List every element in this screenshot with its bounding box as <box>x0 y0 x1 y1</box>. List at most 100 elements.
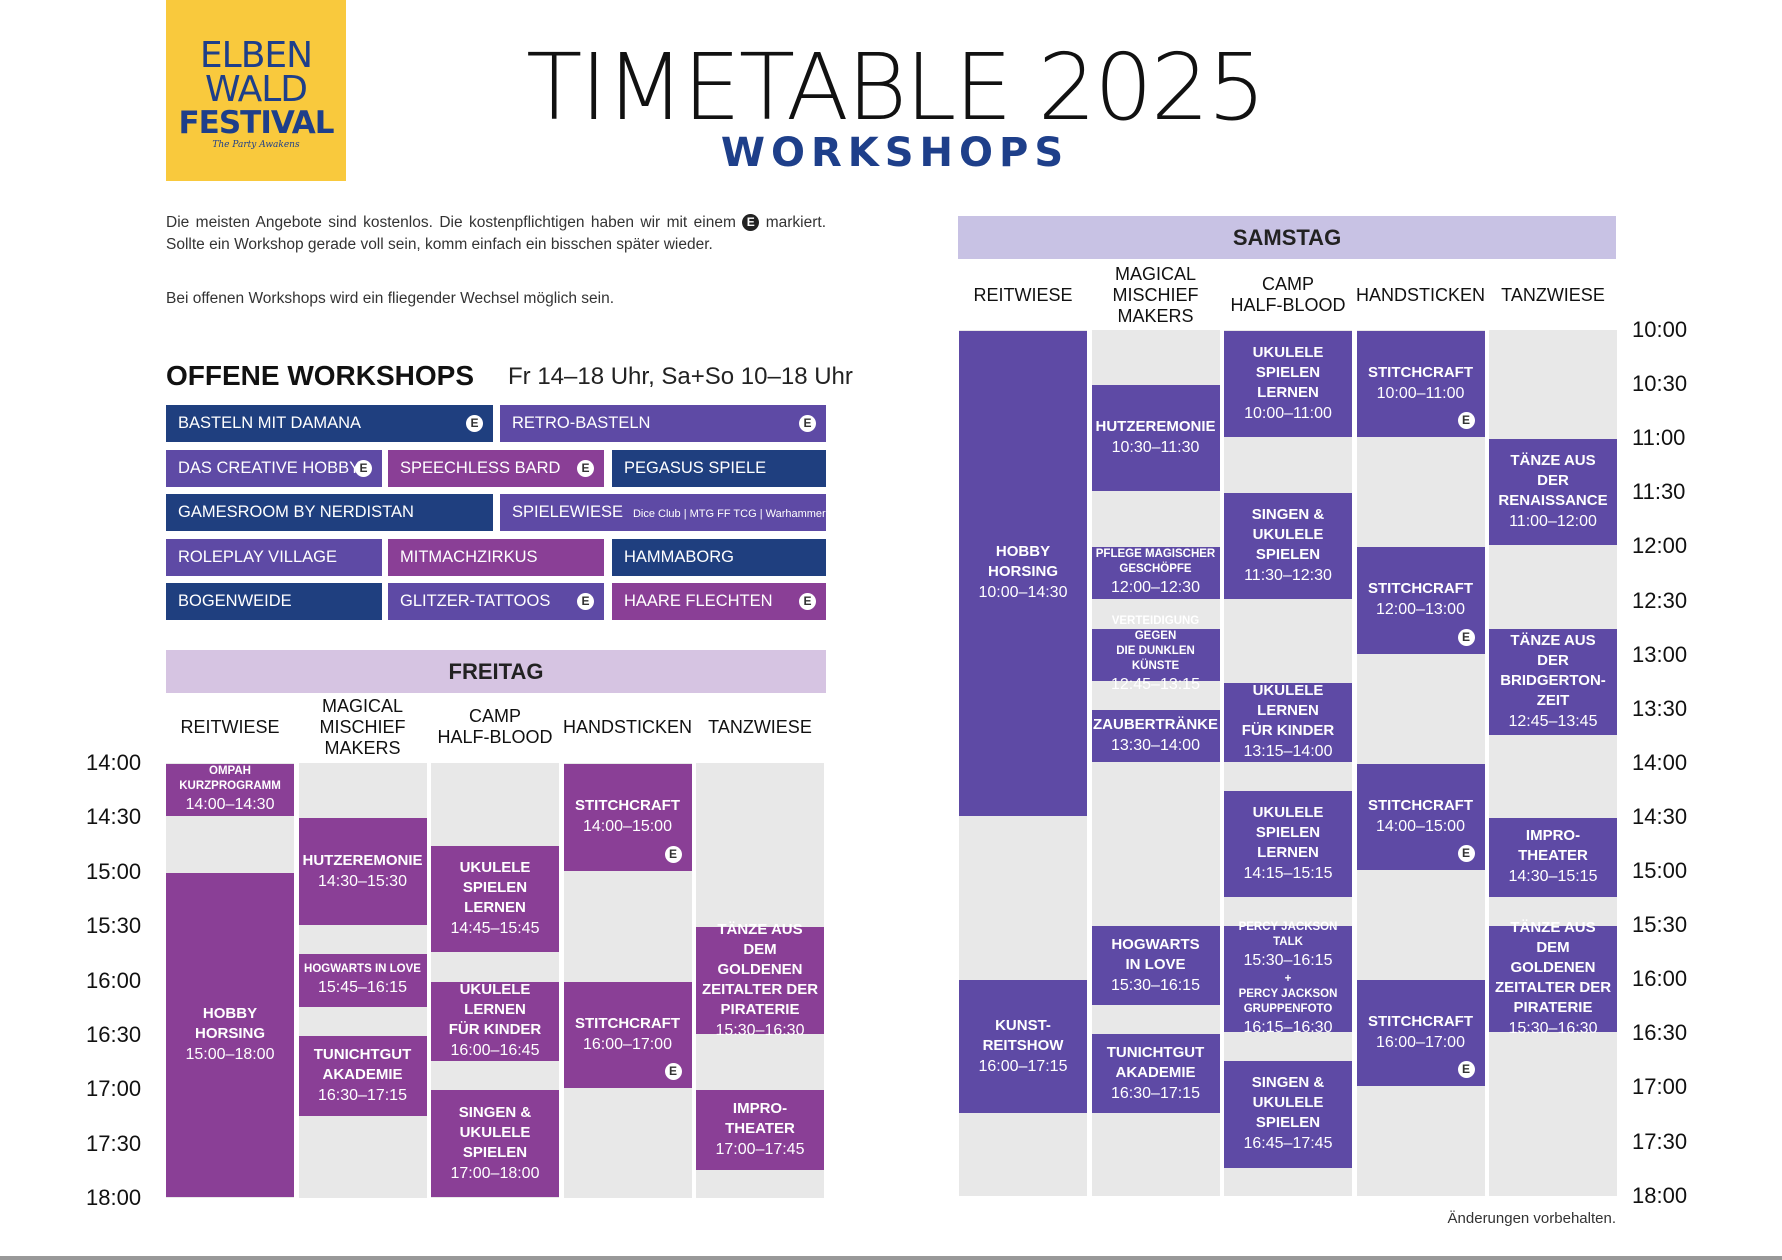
paid-badge-icon: E <box>664 845 682 863</box>
schedule-event[interactable]: UKULELE LERNEN FÜR KINDER 13:15–14:00 <box>1224 682 1352 762</box>
event-title: STITCHCRAFT <box>1368 1013 1473 1031</box>
schedule-event[interactable]: TÄNZE AUS DER RENAISSANCE 11:00–12:00 <box>1489 439 1617 546</box>
schedule-event[interactable]: PERCY JACKSON TALK 15:30–16:15 + PERCY JAC… <box>1224 921 1352 1036</box>
time-label: 12:30 <box>1632 587 1688 613</box>
paid-badge-icon: E <box>799 415 816 432</box>
time-label: 14:30 <box>1632 803 1688 829</box>
schedule-event[interactable]: STITCHCRAFT 14:00–15:00 E <box>563 764 692 871</box>
schedule-event[interactable]: UKULELE SPIELEN LERNEN 10:00–11:00 <box>1224 331 1352 438</box>
event-time: 15:30–16:30 <box>1508 1020 1598 1038</box>
open-workshop-item[interactable]: SPEECHLESS BARD E <box>388 450 604 487</box>
schedule-event[interactable]: STITCHCRAFT 16:00–17:00 E <box>1356 980 1485 1087</box>
schedule-event[interactable]: TÄNZE AUS DER BRIDGERTON- ZEIT 12:45–13:4… <box>1489 628 1617 735</box>
schedule-event[interactable]: HUTZEREMONIE 10:30–11:30 <box>1091 385 1220 492</box>
schedule-event[interactable]: UKULELE LERNEN FÜR KINDER 16:00–16:45 <box>431 981 559 1062</box>
schedule-event[interactable]: SINGEN & UKULELE SPIELEN 11:30–12:30 <box>1224 493 1352 600</box>
paid-badge-icon: E <box>466 415 483 432</box>
event-time: 14:00–14:30 <box>185 796 275 814</box>
schedule-event[interactable]: SINGEN & UKULELE SPIELEN 17:00–18:00 <box>431 1090 559 1198</box>
event-title: TÄNZE AUS DER RENAISSANCE <box>1498 452 1608 510</box>
event-time: 17:00–18:00 <box>450 1164 540 1182</box>
time-label: 13:00 <box>1632 641 1688 667</box>
schedule-event[interactable]: PFLEGE MAGISCHER GESCHÖPFE 12:00–12:30 <box>1091 547 1220 600</box>
event-title: HOBBY HORSING <box>194 1004 265 1042</box>
schedule-event[interactable]: HOBBY HORSING 15:00–18:00 <box>166 872 294 1198</box>
event-time: 16:30–17:15 <box>1111 1084 1200 1102</box>
schedule-event[interactable]: TÄNZE AUS DEM GOLDENEN ZEITALTER DER PIR… <box>1489 919 1617 1037</box>
open-workshop-item[interactable]: PEGASUS SPIELE <box>612 450 826 487</box>
open-workshop-item[interactable]: HAMMABORG <box>612 539 826 576</box>
schedule-event[interactable]: KUNST- REITSHOW 16:00–17:15 <box>959 980 1087 1114</box>
schedule-event[interactable]: HOGWARTS IN LOVE 15:45–16:15 <box>298 954 427 1007</box>
time-label: 10:00 <box>1632 317 1688 342</box>
paid-badge-icon: E <box>799 593 816 610</box>
bottom-divider <box>0 1256 1782 1260</box>
event-extra-time: 16:15–16:30 <box>1243 1018 1333 1036</box>
friday-header: FREITAG <box>166 650 826 693</box>
event-time: 12:00–12:30 <box>1111 579 1200 597</box>
time-label: 14:00 <box>86 750 142 775</box>
schedule-event[interactable]: STITCHCRAFT 16:00–17:00 E <box>563 981 692 1089</box>
column-header: REITWIESE <box>180 716 280 737</box>
time-label: 14:30 <box>86 804 142 830</box>
event-title: TUNICHTGUT AKADEMIE <box>313 1045 412 1083</box>
schedule-event[interactable]: VERTEIDIGUNG GEGEN DIE DUNKLEN KÜNSTE 12:… <box>1091 615 1220 693</box>
event-title: TÄNZE AUS DER BRIDGERTON- ZEIT <box>1500 631 1606 709</box>
column-header: CAMP HALF-BLOOD <box>437 706 553 747</box>
column-header: HANDSTICKEN <box>563 716 693 737</box>
paid-badge-icon: E <box>1457 628 1475 646</box>
event-title: STITCHCRAFT <box>575 797 680 815</box>
schedule-event[interactable]: SINGEN & UKULELE SPIELEN 16:45–17:45 <box>1224 1061 1352 1168</box>
open-workshop-item[interactable]: SPIELEWIESE Dice Club | MTG FF TCG | Warh… <box>500 494 826 531</box>
time-label: 16:30 <box>86 1022 142 1047</box>
column-background <box>1224 330 1352 1196</box>
open-workshop-item[interactable]: GAMESROOM BY NERDISTAN <box>166 494 493 531</box>
time-label: 15:00 <box>1632 858 1688 883</box>
event-time: 10:00–11:00 <box>1244 405 1332 423</box>
open-workshop-item[interactable]: BOGENWEIDE <box>166 583 382 620</box>
open-workshop-item[interactable]: RETRO-BASTELN E <box>500 405 826 442</box>
open-workshop-item[interactable]: HAARE FLECHTEN E <box>612 583 826 620</box>
event-time: 11:30–12:30 <box>1244 567 1332 585</box>
event-title: HOGWARTS IN LOVE <box>1111 935 1200 973</box>
event-title: UKULELE SPIELEN LERNEN <box>459 858 531 916</box>
open-workshop-item[interactable]: DAS CREATIVE HOBBY E <box>166 450 382 487</box>
paid-badge-icon: E <box>1457 1061 1475 1079</box>
time-label: 17:00 <box>1632 1074 1688 1100</box>
open-workshop-item[interactable]: MITMACHZIRKUS <box>388 539 604 576</box>
paid-badge-icon: E <box>664 1063 682 1081</box>
schedule-event[interactable]: TÄNZE AUS DEM GOLDENEN ZEITALTER DER PIR… <box>696 921 824 1039</box>
column-header: MAGICAL MISCHIEF MAKERS <box>1112 263 1199 326</box>
event-title: HUTZEREMONIE <box>302 851 423 869</box>
schedule-event[interactable]: STITCHCRAFT 14:00–15:00 E <box>1356 763 1485 870</box>
schedule-event[interactable]: TUNICHTGUT AKADEMIE 16:30–17:15 <box>1091 1034 1220 1114</box>
time-label: 11:30 <box>1632 479 1686 505</box>
schedule-event[interactable]: UKULELE SPIELEN LERNEN 14:45–15:45 <box>431 845 559 953</box>
schedule-event[interactable]: IMPRO-THEATER 14:30–15:15 <box>1489 817 1617 898</box>
intro-paragraph-2: Bei offenen Workshops wird ein fliegende… <box>166 290 615 307</box>
open-workshop-item[interactable]: GLITZER-TATTOOS E <box>388 583 604 620</box>
open-workshop-item[interactable]: BASTELN MIT DAMANA E <box>166 405 493 442</box>
schedule-event[interactable]: OMPAH KURZPROGRAMM 14:00–14:30 <box>166 764 294 817</box>
schedule-event[interactable]: STITCHCRAFT 10:00–11:00 E <box>1356 331 1485 438</box>
open-workshop-item[interactable]: ROLEPLAY VILLAGE <box>166 539 382 576</box>
event-title: STITCHCRAFT <box>1368 796 1473 814</box>
event-title: HOGWARTS IN LOVE <box>304 963 421 976</box>
schedule-event[interactable]: STITCHCRAFT 12:00–13:00 E <box>1356 547 1485 654</box>
schedule-event[interactable]: UKULELE SPIELEN LERNEN 14:15–15:15 <box>1224 790 1352 898</box>
schedule-event[interactable]: IMPRO-THEATER 17:00–17:45 <box>696 1090 824 1170</box>
schedule-event[interactable]: HUTZEREMONIE 14:30–15:30 <box>298 818 427 926</box>
schedule-event[interactable]: HOBBY HORSING 10:00–14:30 <box>959 331 1087 816</box>
open-workshop-label: MITMACHZIRKUS <box>400 548 538 566</box>
time-label: 15:00 <box>86 858 142 884</box>
schedule-event[interactable]: ZAUBERTRÄNKE 13:30–14:00 <box>1091 709 1220 762</box>
paid-badge-icon: E <box>577 460 594 477</box>
event-time: 16:30–17:15 <box>318 1086 407 1104</box>
event-title: STITCHCRAFT <box>575 1014 680 1032</box>
schedule-event[interactable]: TUNICHTGUT AKADEMIE 16:30–17:15 <box>298 1036 427 1116</box>
open-workshop-label: BASTELN MIT DAMANA <box>178 414 362 432</box>
open-workshop-label: RETRO-BASTELN <box>512 414 651 432</box>
schedule-event[interactable]: HOGWARTS IN LOVE 15:30–16:15 <box>1091 926 1220 1006</box>
event-time: 12:45–13:45 <box>1508 712 1598 730</box>
saturday-header: SAMSTAG <box>958 216 1616 259</box>
